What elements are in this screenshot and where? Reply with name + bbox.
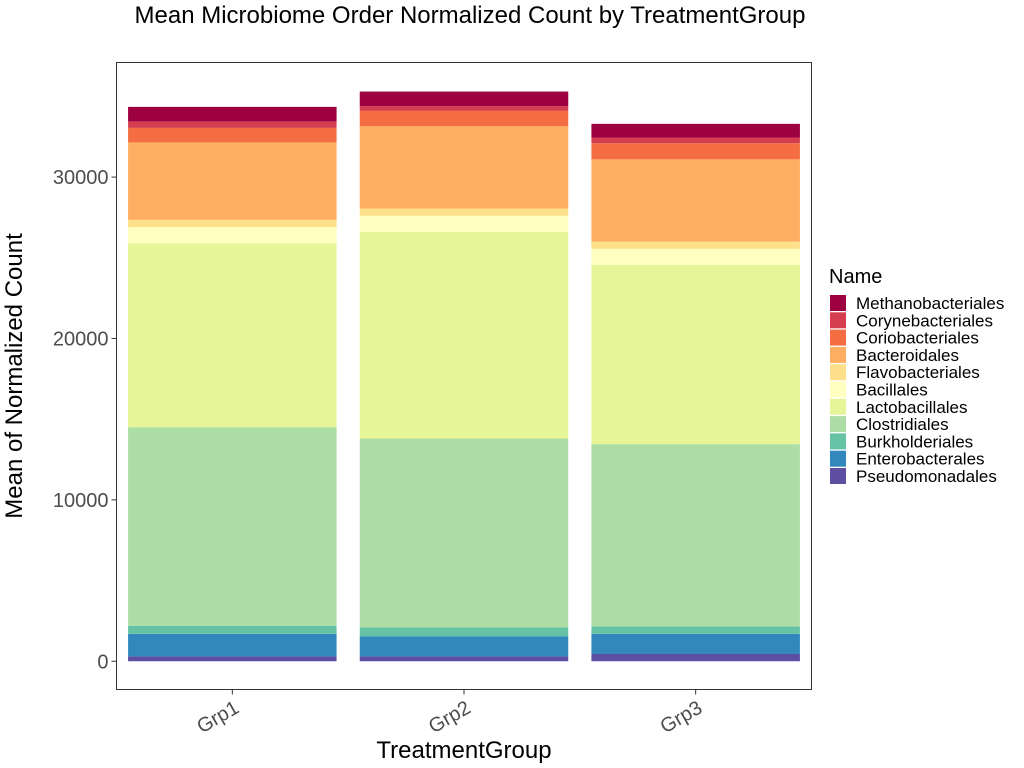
y-tick-label: 30000 <box>53 167 109 189</box>
legend-label-coriobacteriales: Coriobacteriales <box>856 329 979 348</box>
legend: Name MethanobacterialesCorynebacteriales… <box>829 266 1004 486</box>
legend-swatch-coriobacteriales <box>830 329 846 346</box>
legend-title: Name <box>829 266 882 288</box>
bar-segment-grp2-burkholderiales <box>359 627 569 637</box>
y-axis-title: Mean of Normalized Count <box>1 233 28 519</box>
bar-segment-grp1-bacteroidales <box>128 142 337 220</box>
x-axis: Grp1 Grp2 Grp3 <box>193 689 707 738</box>
bar-segment-grp1-methanobacteriales <box>128 106 337 122</box>
bar-segment-grp2-clostridiales <box>359 438 569 628</box>
x-axis-title: TreatmentGroup <box>376 737 551 764</box>
bar-segment-grp3-coriobacteriales <box>591 143 800 160</box>
x-tick-label-grp2: Grp2 <box>425 697 475 738</box>
bar-segment-grp3-flavobacteriales <box>591 241 800 249</box>
bar-segment-grp3-lactobacillales <box>591 265 800 445</box>
bar-segment-grp1-burkholderiales <box>128 625 337 634</box>
bar-segment-grp2-enterobacterales <box>359 636 569 657</box>
bar-segment-grp1-flavobacteriales <box>128 219 337 228</box>
y-tick-label: 20000 <box>53 328 109 350</box>
y-axis: 0 10000 20000 30000 <box>53 167 117 673</box>
legend-swatch-bacteroidales <box>830 346 846 363</box>
bar-segment-grp3-enterobacterales <box>591 633 800 654</box>
bar-segment-grp1-clostridiales <box>128 427 337 626</box>
bar-segment-grp3-burkholderiales <box>591 626 800 634</box>
bar-segment-grp1-pseudomonadales <box>128 656 337 662</box>
legend-label-lactobacillales: Lactobacillales <box>856 398 968 417</box>
bars <box>128 91 800 662</box>
bar-segment-grp1-enterobacterales <box>128 633 337 657</box>
bar-segment-grp2-lactobacillales <box>359 231 569 439</box>
bar-segment-grp3-methanobacteriales <box>591 123 800 138</box>
y-tick-label: 0 <box>97 651 108 673</box>
legend-swatch-methanobacteriales <box>830 295 846 311</box>
bar-segment-grp1-corynebacteriales <box>128 121 337 128</box>
chart-title: Mean Microbiome Order Normalized Count b… <box>135 2 806 29</box>
y-tick-label: 10000 <box>53 490 109 512</box>
legend-label-flavobacteriales: Flavobacteriales <box>856 363 980 382</box>
legend-swatch-burkholderiales <box>830 433 846 450</box>
legend-swatch-flavobacteriales <box>830 364 846 381</box>
bar-segment-grp2-methanobacteriales <box>359 91 569 107</box>
bar-segment-grp2-bacteroidales <box>359 126 569 209</box>
bar-segment-grp1-bacillales <box>128 227 337 244</box>
legend-label-clostridiales: Clostridiales <box>856 415 949 434</box>
bar-segment-grp1-coriobacteriales <box>128 127 337 143</box>
bar-segment-grp3-bacteroidales <box>591 159 800 242</box>
bar-segment-grp2-flavobacteriales <box>359 208 569 216</box>
bar-segment-grp2-bacillales <box>359 215 569 232</box>
legend-label-pseudomonadales: Pseudomonadales <box>856 467 997 486</box>
bar-segment-grp2-coriobacteriales <box>359 110 569 127</box>
legend-swatch-corynebacteriales <box>830 312 846 329</box>
legend-label-bacteroidales: Bacteroidales <box>856 346 959 365</box>
bar-segment-grp3-bacillales <box>591 248 800 266</box>
legend-swatch-pseudomonadales <box>830 468 846 484</box>
legend-swatch-enterobacterales <box>830 450 846 467</box>
x-tick-label-grp3: Grp3 <box>657 697 707 738</box>
legend-label-bacillales: Bacillales <box>856 381 928 400</box>
bar-segment-grp2-pseudomonadales <box>359 656 569 662</box>
legend-label-methanobacteriales: Methanobacteriales <box>856 294 1004 313</box>
bar-segment-grp1-lactobacillales <box>128 243 337 428</box>
legend-swatch-bacillales <box>830 381 846 398</box>
legend-label-burkholderiales: Burkholderiales <box>856 432 973 451</box>
legend-label-enterobacterales: Enterobacterales <box>856 450 985 469</box>
bar-segment-grp3-clostridiales <box>591 444 800 627</box>
x-tick-label-grp1: Grp1 <box>193 697 243 738</box>
legend-swatch-lactobacillales <box>830 398 846 415</box>
bar-segment-grp3-pseudomonadales <box>591 653 800 662</box>
legend-label-corynebacteriales: Corynebacteriales <box>856 311 993 330</box>
bar-segment-grp3-corynebacteriales <box>591 137 800 144</box>
legend-swatch-clostridiales <box>830 416 846 433</box>
bar-segment-grp2-corynebacteriales <box>359 106 569 111</box>
